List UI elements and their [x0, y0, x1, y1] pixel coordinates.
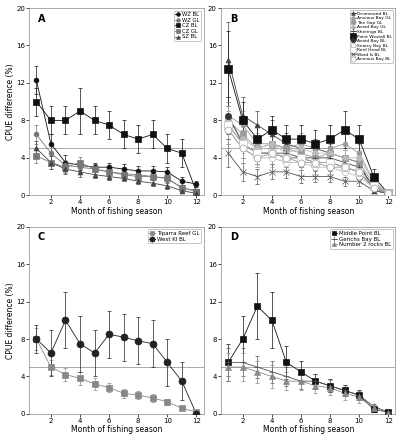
- Legend: Middle Point BL, Gerichs Bay BL, Number 2 rocks BL: Middle Point BL, Gerichs Bay BL, Number …: [330, 229, 393, 249]
- Y-axis label: CPUE difference (%): CPUE difference (%): [6, 282, 14, 359]
- Text: D: D: [230, 232, 238, 242]
- Legend: Tiparra Reef GL, West KI BL: Tiparra Reef GL, West KI BL: [148, 229, 201, 243]
- X-axis label: Month of fishing season: Month of fishing season: [263, 425, 354, 434]
- Legend: WZ BL, WZ GL, CZ BL, CZ GL, SZ BL: WZ BL, WZ GL, CZ BL, CZ GL, SZ BL: [174, 11, 201, 41]
- X-axis label: Month of fishing season: Month of fishing season: [71, 207, 162, 216]
- X-axis label: Month of fishing season: Month of fishing season: [71, 425, 162, 434]
- Legend: Drummond BL, Anxious Bay GL, The Gap GL, Avoid Bay GL, Sheringa BL, Point Westal: Drummond BL, Anxious Bay GL, The Gap GL,…: [350, 10, 393, 62]
- Text: C: C: [38, 232, 45, 242]
- X-axis label: Month of fishing season: Month of fishing season: [263, 207, 354, 216]
- Text: B: B: [230, 14, 237, 24]
- Y-axis label: CPUE difference (%): CPUE difference (%): [6, 63, 14, 140]
- Text: A: A: [38, 14, 45, 24]
